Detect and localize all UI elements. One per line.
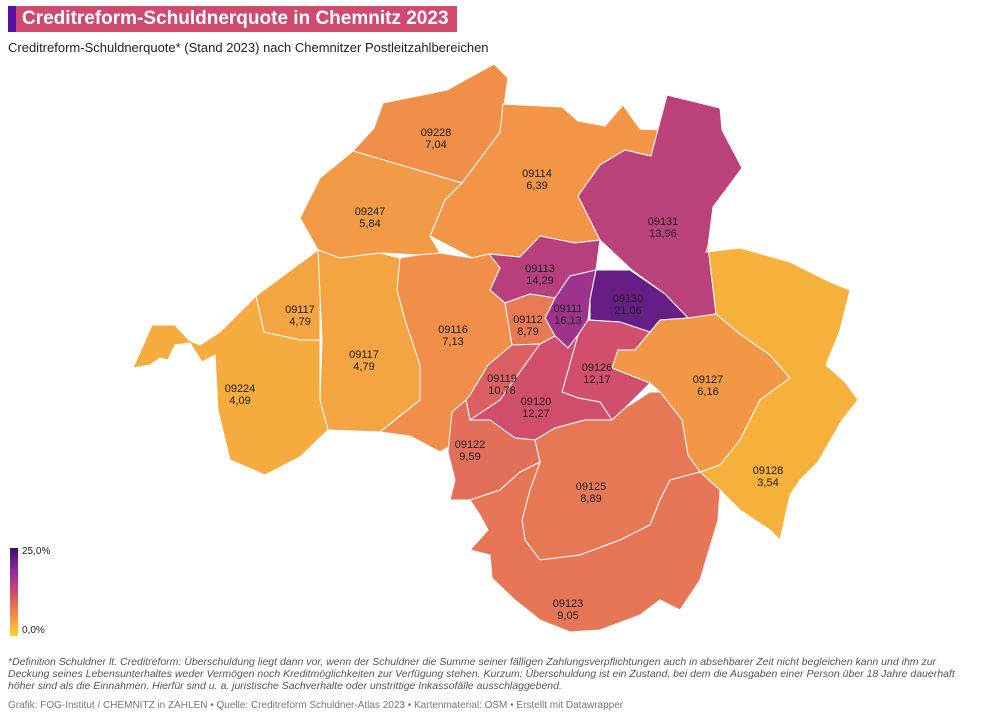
- district-value-label: 8,89: [580, 493, 601, 505]
- district-plz-label: 09122: [455, 439, 486, 451]
- district-plz-label: 09228: [421, 127, 452, 139]
- district-09128[interactable]: [699, 245, 859, 541]
- district-plz-label: 09127: [693, 374, 724, 386]
- district-value-label: 8,79: [517, 326, 538, 338]
- district-plz-label: 09131: [648, 216, 679, 228]
- district-plz-label: 09126: [582, 362, 613, 374]
- district-value-label: 9,59: [459, 451, 480, 463]
- district-plz-label: 09120: [521, 396, 552, 408]
- district-plz-label: 09114: [522, 168, 552, 180]
- district-plz-label: 09123: [553, 598, 584, 610]
- legend-min-label: 0,0%: [22, 625, 45, 636]
- district-plz-label: 09130: [613, 293, 644, 305]
- district-09123[interactable]: [469, 460, 721, 633]
- district-value-label: 12,27: [522, 408, 550, 420]
- definition-note: *Definition Schuldner lt. Creditreform: …: [8, 656, 955, 692]
- district-value-label: 14,29: [526, 275, 554, 287]
- district-value-label: 13,96: [649, 228, 677, 240]
- title-banner: Creditreform-Schuldnerquote in Chemnitz …: [8, 6, 457, 32]
- district-plz-label: 09125: [576, 481, 607, 493]
- district-value-label: 4,79: [353, 361, 374, 373]
- district-plz-label: 09112: [513, 314, 543, 326]
- district-value-label: 7,13: [442, 336, 463, 348]
- district-plz-label: 09128: [753, 465, 784, 477]
- district-value-label: 10,78: [488, 385, 516, 397]
- subtitle: Creditreform-Schuldnerquote* (Stand 2023…: [8, 40, 489, 55]
- district-value-label: 4,09: [229, 395, 250, 407]
- district-value-label: 21,06: [614, 305, 642, 317]
- district-09224[interactable]: [132, 295, 329, 476]
- page-title: Creditreform-Schuldnerquote in Chemnitz …: [16, 6, 457, 32]
- district-plz-label: 09117: [349, 349, 379, 361]
- district-plz-label: 09224: [225, 383, 256, 395]
- district-value-label: 16,13: [554, 315, 582, 327]
- district-plz-label: 09113: [525, 263, 555, 275]
- district-09247[interactable]: [299, 150, 463, 259]
- district-value-label: 6,16: [697, 386, 718, 398]
- district-value-label: 5,84: [359, 218, 380, 230]
- district-plz-label: 09117: [285, 304, 315, 316]
- district-plz-label: 09116: [438, 324, 468, 336]
- district-value-label: 6,39: [526, 180, 547, 192]
- district-value-label: 4,79: [289, 316, 310, 328]
- district-plz-label: 09247: [355, 206, 386, 218]
- legend-color-scale: [10, 548, 18, 636]
- district-value-label: 9,05: [557, 610, 578, 622]
- title-accent: [8, 6, 16, 32]
- district-plz-label: 09119: [487, 373, 517, 385]
- district-plz-label: 09111: [554, 303, 583, 315]
- legend-max-label: 25,0%: [22, 546, 51, 557]
- district-value-label: 7,04: [425, 139, 446, 151]
- source-footer: Grafik: FOG-Institut / CHEMNITZ in ZAHLE…: [8, 700, 624, 711]
- district-value-label: 3,54: [757, 477, 778, 489]
- district-value-label: 12,17: [583, 374, 611, 386]
